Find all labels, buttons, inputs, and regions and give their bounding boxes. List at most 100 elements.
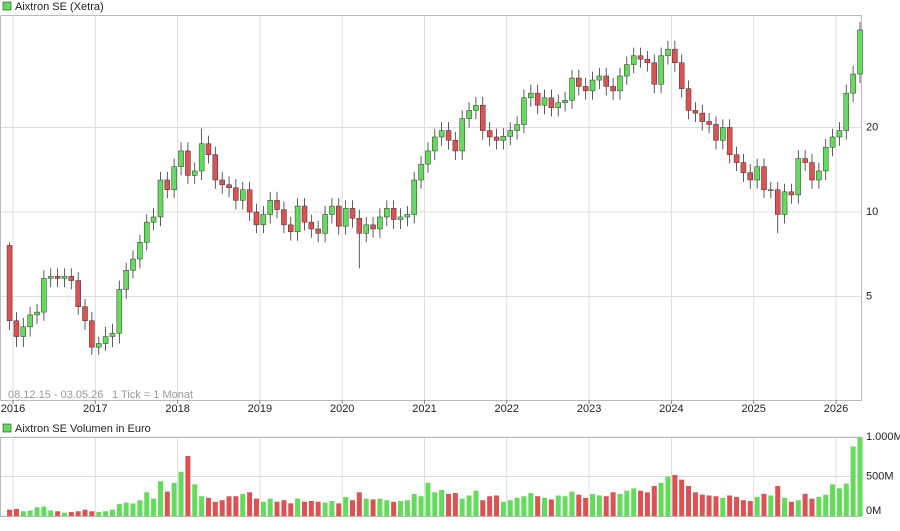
candle-body	[541, 97, 548, 106]
candle-body	[850, 73, 856, 94]
volume-bar	[747, 500, 753, 516]
candle-body	[109, 332, 116, 337]
candle-body	[6, 245, 13, 321]
candle-body	[260, 214, 267, 226]
candle-body	[774, 189, 781, 215]
candle-body	[795, 158, 802, 196]
volume-bar	[103, 511, 109, 516]
candle-body	[857, 29, 863, 75]
volume-bar	[830, 484, 836, 516]
candle-body	[411, 179, 417, 215]
volume-bar	[590, 493, 596, 516]
x-tick-label: 2016	[1, 403, 25, 415]
x-tick-label: 2018	[165, 403, 189, 415]
candle-body	[61, 276, 68, 279]
volume-bar	[288, 503, 294, 516]
volume-bar	[322, 502, 328, 516]
volume-bar	[528, 493, 534, 516]
candle-body	[294, 205, 301, 233]
price-title: Aixtron SE (Xetra)	[15, 1, 104, 13]
candle-body	[630, 55, 637, 65]
candle-body	[740, 162, 747, 173]
volume-bar	[281, 500, 287, 516]
volume-bar	[370, 499, 376, 516]
candle-body	[274, 200, 280, 210]
volume-bar	[583, 497, 589, 516]
volume-bar	[55, 511, 61, 516]
volume-bar	[452, 493, 458, 516]
candle-body	[836, 130, 843, 138]
volume-bar	[596, 495, 602, 516]
candle-body	[452, 140, 459, 152]
x-tick-label: 2021	[412, 403, 436, 415]
x-tick-label: 2022	[495, 403, 519, 415]
volume-bar	[541, 497, 547, 516]
candle-body	[68, 276, 75, 281]
candle-body	[130, 258, 136, 271]
volume-bar	[692, 492, 698, 516]
candle-body	[843, 92, 850, 131]
volume-bar	[788, 501, 794, 516]
grid	[0, 15, 862, 517]
candle-body	[829, 136, 836, 148]
volume-bar	[795, 500, 801, 516]
volume-bar	[171, 482, 177, 516]
candle-body	[480, 104, 486, 131]
volume-bar	[802, 493, 808, 516]
candle-body	[802, 158, 808, 163]
volume-bar	[816, 497, 822, 516]
volume-bar	[624, 490, 630, 516]
candle-body	[322, 214, 328, 234]
candle-body	[41, 278, 47, 313]
volume-bar	[740, 500, 746, 516]
volume-bar	[308, 500, 314, 516]
volume-bar	[466, 495, 472, 516]
volume-bar	[336, 503, 342, 516]
volume-bar	[185, 455, 191, 516]
candle-body	[384, 208, 390, 218]
volume-bar	[446, 493, 452, 516]
volume-bar	[617, 493, 623, 516]
candle-body	[658, 55, 664, 85]
volume-bar	[48, 510, 54, 516]
candle-body	[576, 77, 582, 87]
volume-bar	[699, 494, 705, 516]
candle-body	[308, 221, 315, 230]
candle-body	[178, 150, 184, 167]
volume-bar	[672, 474, 678, 516]
candle-body	[212, 154, 219, 181]
candle-body	[672, 48, 678, 64]
volume-bar	[274, 501, 280, 516]
candle-body	[589, 79, 596, 92]
volume-bar	[768, 495, 774, 516]
volume-bar	[514, 497, 520, 516]
volume-bar	[720, 497, 726, 516]
volume-bar	[151, 498, 157, 516]
candle-body	[754, 166, 760, 181]
candle-body	[816, 170, 822, 181]
volume-bar	[850, 446, 856, 516]
volume-bar	[157, 481, 163, 516]
candle-body	[733, 154, 740, 163]
volume-bar	[754, 497, 760, 516]
volume-bar	[459, 498, 465, 516]
volume-bar	[199, 496, 205, 516]
volume-bar	[329, 500, 335, 516]
x-tick-label: 2023	[577, 403, 601, 415]
volume-bar	[610, 492, 616, 516]
volume-bar	[349, 500, 355, 516]
volume-bar	[809, 498, 815, 516]
candle-body	[116, 289, 123, 334]
volume-bar	[295, 498, 301, 516]
candle-body	[514, 124, 520, 131]
candle-body	[822, 147, 829, 172]
volume-bar	[706, 495, 712, 516]
y-tick-label: 1.000M	[866, 431, 900, 443]
candle-body	[226, 184, 232, 188]
volume-bar	[205, 497, 211, 516]
candle-body	[665, 48, 671, 57]
candle-body	[706, 121, 712, 125]
volume-bar	[535, 496, 541, 516]
volume-bar	[178, 471, 184, 516]
